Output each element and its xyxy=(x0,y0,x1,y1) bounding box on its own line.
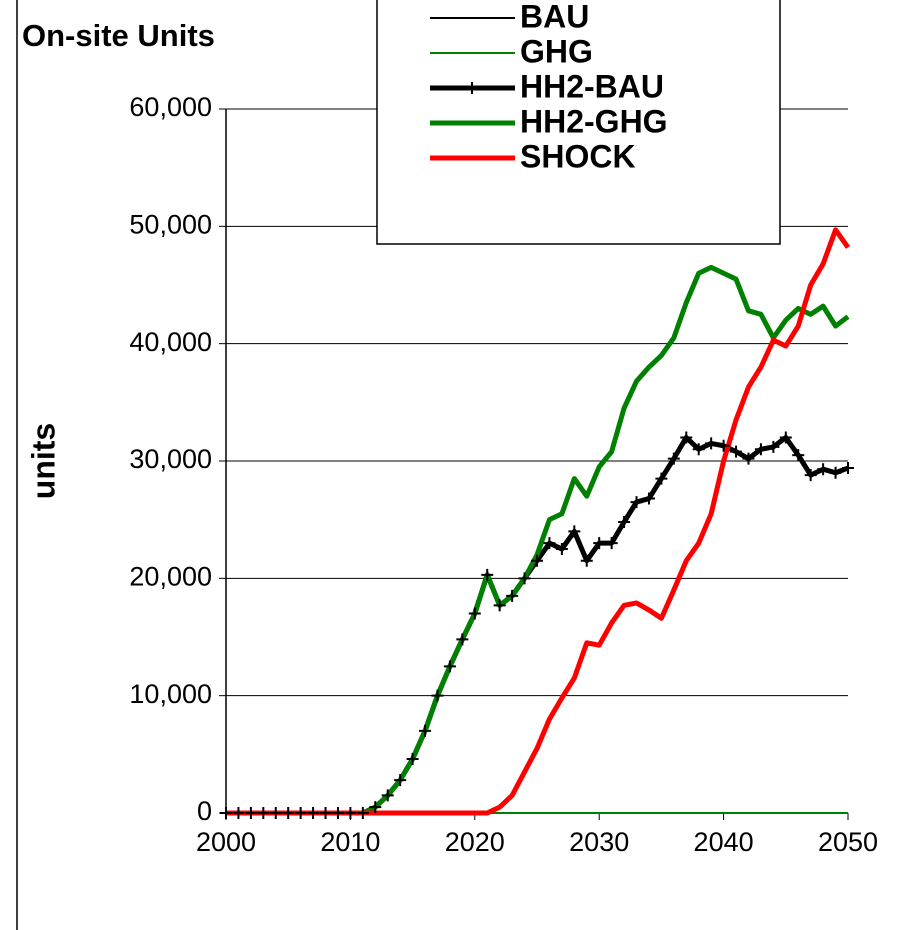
point-marker xyxy=(493,599,506,612)
point-marker xyxy=(381,789,394,802)
point-marker xyxy=(257,807,270,819)
point-marker xyxy=(406,753,419,766)
point-marker xyxy=(717,439,730,452)
point-marker xyxy=(468,607,481,620)
x-tick-label: 2030 xyxy=(569,827,629,857)
series-line xyxy=(226,264,850,816)
chart-title: On-site Units xyxy=(22,18,215,53)
x-tick-label: 2040 xyxy=(694,827,754,857)
point-marker xyxy=(580,554,593,567)
y-tick-label: 20,000 xyxy=(129,561,212,591)
y-tick-label: 0 xyxy=(197,796,212,826)
legend-label: HH2-GHG xyxy=(520,103,668,139)
point-marker xyxy=(792,449,805,462)
point-marker xyxy=(282,807,295,819)
point-marker xyxy=(842,462,854,475)
y-tick-label: 30,000 xyxy=(129,444,212,474)
y-tick-label: 60,000 xyxy=(129,92,212,122)
point-marker xyxy=(319,807,332,819)
point-marker xyxy=(804,469,817,482)
point-marker xyxy=(568,525,581,538)
point-marker xyxy=(705,437,718,450)
series-line xyxy=(226,435,849,816)
point-marker xyxy=(692,443,705,456)
legend-label: GHG xyxy=(520,33,593,69)
point-marker xyxy=(555,543,568,555)
legend-label: BAU xyxy=(520,0,589,34)
point-marker xyxy=(456,633,469,646)
point-marker xyxy=(394,774,407,787)
point-marker xyxy=(419,724,432,737)
point-marker xyxy=(767,440,780,453)
point-marker xyxy=(543,537,556,550)
point-marker xyxy=(232,807,245,819)
point-marker xyxy=(531,554,543,567)
point-marker xyxy=(344,807,357,819)
point-marker xyxy=(331,807,344,819)
point-marker xyxy=(618,516,631,529)
point-marker xyxy=(667,452,680,465)
y-tick-label: 40,000 xyxy=(129,327,212,357)
series-line xyxy=(226,227,851,816)
point-marker xyxy=(369,801,382,814)
legend-label: HH2-BAU xyxy=(520,68,664,104)
legend-marker xyxy=(466,82,478,94)
point-marker xyxy=(518,572,531,585)
point-marker xyxy=(655,472,668,485)
y-axis-label: units xyxy=(25,423,61,499)
point-marker xyxy=(817,463,830,476)
point-marker xyxy=(307,807,320,819)
y-tick-label: 10,000 xyxy=(129,679,212,709)
point-marker xyxy=(356,807,369,819)
x-tick-label: 2000 xyxy=(196,827,256,857)
y-tick-label: 50,000 xyxy=(129,209,212,239)
plot xyxy=(220,227,854,819)
point-marker xyxy=(593,537,606,550)
point-marker xyxy=(269,807,282,819)
point-marker xyxy=(742,452,755,465)
x-tick-label: 2020 xyxy=(445,827,505,857)
point-marker xyxy=(630,496,643,509)
x-tick-label: 2050 xyxy=(818,827,878,857)
point-marker xyxy=(244,807,257,819)
point-marker xyxy=(294,807,307,819)
point-marker xyxy=(220,807,232,819)
point-marker xyxy=(829,466,842,479)
point-marker xyxy=(506,589,519,602)
point-marker xyxy=(642,492,655,505)
point-marker xyxy=(754,443,767,456)
point-marker xyxy=(680,431,693,444)
point-marker xyxy=(779,431,792,444)
point-marker xyxy=(443,660,456,673)
x-tick-label: 2010 xyxy=(320,827,380,857)
legend-label: SHOCK xyxy=(520,138,636,174)
point-marker xyxy=(605,537,618,550)
point-marker xyxy=(730,445,743,458)
point-marker xyxy=(481,568,494,581)
point-marker xyxy=(431,689,444,702)
